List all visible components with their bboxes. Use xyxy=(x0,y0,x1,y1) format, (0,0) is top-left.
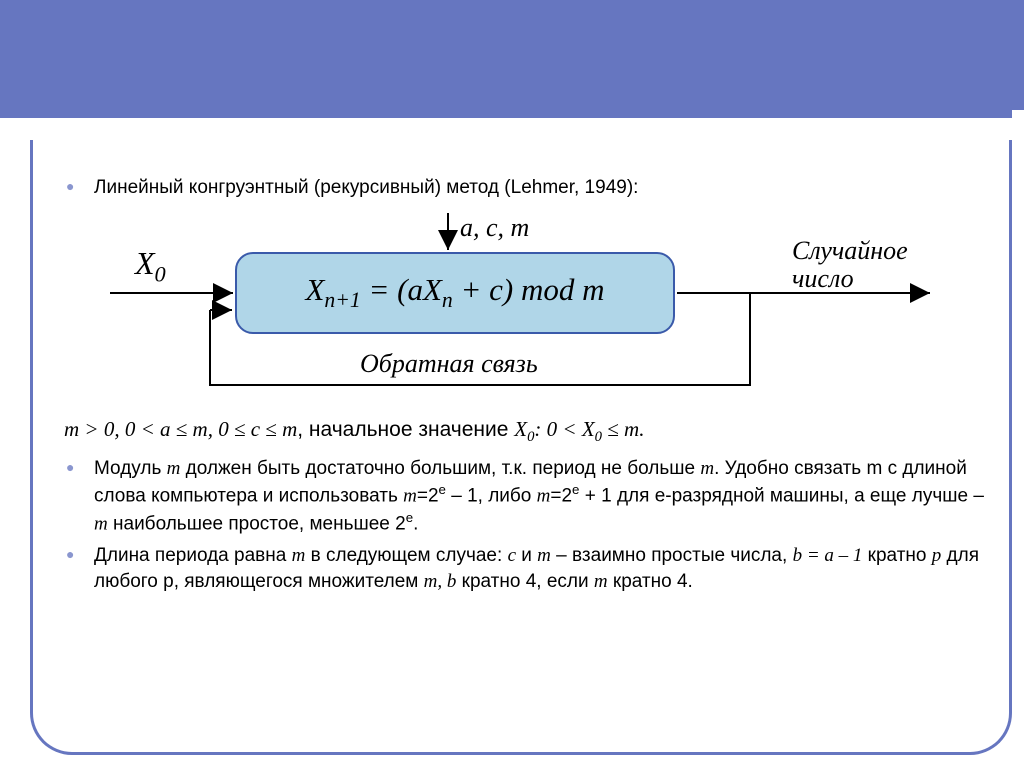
b3-t7: кратно 4, если xyxy=(456,571,594,592)
b2-m3: m xyxy=(403,486,417,507)
b2-e3: e xyxy=(406,510,413,525)
b2-t8: наибольшее простое, меньшее 2 xyxy=(108,514,406,535)
slide-header-bg xyxy=(0,0,1012,118)
lcg-diagram: X0 a, c, m Xn+1 = (aXn + c) mod m Случай… xyxy=(60,207,940,407)
b2-e1: e xyxy=(439,482,446,497)
bullet-3: Длина периода равна m в следующем случае… xyxy=(60,543,984,594)
b2-t6: =2 xyxy=(550,486,572,507)
formula-eq: = (aX xyxy=(361,272,442,307)
b3-t4: – взаимно простые числа, xyxy=(551,545,793,566)
b2-t9: . xyxy=(413,514,418,535)
b3-m1: m xyxy=(292,545,306,566)
b2-t1: Модуль xyxy=(94,458,167,479)
diagram-params-label: a, c, m xyxy=(460,213,529,243)
b2-t5: – 1, либо xyxy=(446,486,537,507)
constraints-p3-sub: 0 xyxy=(595,429,602,445)
bullet-2: Модуль m должен быть достаточно большим,… xyxy=(60,456,984,538)
constraints-t2: , начальное значение xyxy=(297,418,514,441)
constraints-math: m > 0, 0 < a ≤ m, 0 ≤ c ≤ m xyxy=(64,417,297,441)
b3-m4: m xyxy=(594,571,608,592)
b3-p1: p xyxy=(932,545,942,566)
b3-t8: кратно 4. xyxy=(608,571,693,592)
b3-t5: кратно xyxy=(862,545,931,566)
b3-c1: c xyxy=(508,545,516,566)
formula-box: Xn+1 = (aXn + c) mod m xyxy=(235,252,675,334)
b3-m2: m xyxy=(537,545,551,566)
output-l2: число xyxy=(792,264,854,293)
slide-content: Линейный конгруэнтный (рекурсивный) мето… xyxy=(60,175,984,601)
b2-m2: m xyxy=(700,458,714,479)
formula-rest: + c) mod m xyxy=(453,272,605,307)
formula-mid-sub: n xyxy=(442,288,453,312)
formula-text: Xn+1 = (aXn + c) mod m xyxy=(305,272,604,313)
b3-t2: в следующем случае: xyxy=(305,545,507,566)
diagram-output-label: Случайное число xyxy=(792,237,908,294)
formula-lhs: X xyxy=(305,272,324,307)
x0-letter: X xyxy=(135,245,155,281)
b2-t7: + 1 для e-разрядной машины, а еще лучше … xyxy=(579,486,983,507)
b3-m3: m, b xyxy=(424,571,457,592)
b3-b1: b = a – 1 xyxy=(793,545,863,566)
b2-t2: должен быть достаточно большим, т.к. пер… xyxy=(180,458,700,479)
output-l1: Случайное xyxy=(792,236,908,265)
constraints-p4: ≤ m. xyxy=(602,417,644,441)
constraints-x0: X xyxy=(514,417,527,441)
bullet-1-text: Линейный конгруэнтный (рекурсивный) мето… xyxy=(94,177,638,198)
x0-sub: 0 xyxy=(155,261,166,286)
b2-m4: m xyxy=(537,486,551,507)
b2-m5: m xyxy=(94,514,108,535)
formula-lhs-sub: n+1 xyxy=(324,288,360,312)
diagram-feedback-label: Обратная связь xyxy=(360,349,538,379)
bullet-1: Линейный конгруэнтный (рекурсивный) мето… xyxy=(60,175,984,201)
b2-m1: m xyxy=(167,458,181,479)
b2-t4: =2 xyxy=(417,486,439,507)
constraints-p3: 0 < X xyxy=(547,417,595,441)
b3-t3: и xyxy=(516,545,537,566)
diagram-x0-label: X0 xyxy=(135,245,166,287)
constraints-colon: : xyxy=(534,417,546,441)
constraints-line: m > 0, 0 < a ≤ m, 0 ≤ c ≤ m, начальное з… xyxy=(60,417,984,446)
b3-t1: Длина периода равна xyxy=(94,545,292,566)
